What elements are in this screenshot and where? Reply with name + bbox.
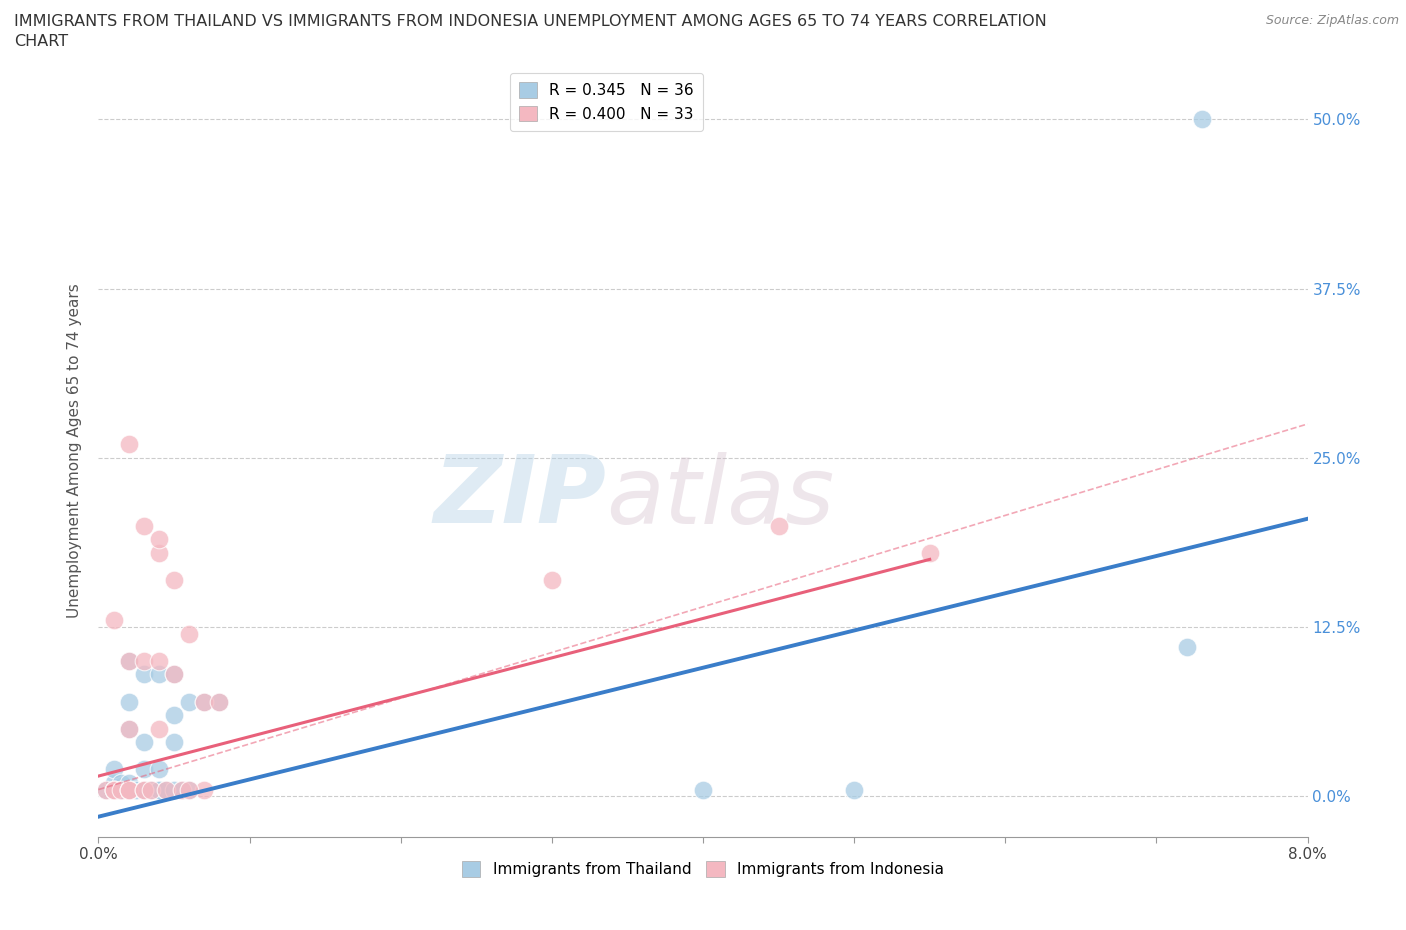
Point: [163, 667, 186, 682]
Point: [163, 708, 186, 723]
Text: CHART: CHART: [14, 34, 67, 49]
Point: [163, 572, 186, 587]
Point: [125, 782, 148, 797]
Point: [148, 782, 170, 797]
Point: [103, 782, 125, 797]
Point: [193, 694, 215, 709]
Text: atlas: atlas: [606, 452, 835, 543]
Point: [844, 782, 866, 797]
Point: [163, 735, 186, 750]
Point: [155, 782, 177, 797]
Point: [132, 782, 155, 797]
Point: [148, 782, 170, 797]
Point: [118, 782, 141, 797]
Text: IMMIGRANTS FROM THAILAND VS IMMIGRANTS FROM INDONESIA UNEMPLOYMENT AMONG AGES 65: IMMIGRANTS FROM THAILAND VS IMMIGRANTS F…: [14, 14, 1047, 29]
Point: [208, 694, 231, 709]
Point: [918, 545, 941, 560]
Point: [132, 762, 155, 777]
Point: [103, 613, 125, 628]
Point: [118, 654, 141, 669]
Point: [132, 518, 155, 533]
Point: [118, 782, 141, 797]
Point: [208, 694, 231, 709]
Point: [110, 782, 132, 797]
Point: [132, 654, 155, 669]
Point: [132, 782, 155, 797]
Point: [110, 776, 132, 790]
Point: [148, 532, 170, 547]
Point: [94, 782, 117, 797]
Point: [148, 722, 170, 737]
Point: [118, 654, 141, 669]
Point: [768, 518, 790, 533]
Point: [118, 722, 141, 737]
Point: [179, 627, 201, 642]
Point: [132, 782, 155, 797]
Y-axis label: Unemployment Among Ages 65 to 74 years: Unemployment Among Ages 65 to 74 years: [67, 284, 83, 618]
Point: [118, 782, 141, 797]
Point: [118, 782, 141, 797]
Point: [103, 782, 125, 797]
Point: [103, 776, 125, 790]
Point: [103, 782, 125, 797]
Point: [170, 782, 193, 797]
Point: [1175, 640, 1198, 655]
Point: [118, 776, 141, 790]
Point: [170, 782, 193, 797]
Point: [118, 694, 141, 709]
Point: [179, 782, 201, 797]
Point: [132, 782, 155, 797]
Point: [1191, 112, 1213, 126]
Point: [148, 545, 170, 560]
Point: [692, 782, 714, 797]
Point: [103, 782, 125, 797]
Point: [163, 667, 186, 682]
Point: [110, 782, 132, 797]
Point: [94, 782, 117, 797]
Point: [193, 782, 215, 797]
Point: [132, 667, 155, 682]
Point: [179, 782, 201, 797]
Point: [141, 782, 163, 797]
Point: [155, 782, 177, 797]
Point: [540, 572, 562, 587]
Point: [163, 782, 186, 797]
Text: ZIP: ZIP: [433, 451, 606, 543]
Text: Source: ZipAtlas.com: Source: ZipAtlas.com: [1265, 14, 1399, 27]
Point: [193, 694, 215, 709]
Point: [141, 782, 163, 797]
Point: [118, 437, 141, 452]
Point: [103, 762, 125, 777]
Point: [148, 667, 170, 682]
Point: [179, 694, 201, 709]
Point: [148, 654, 170, 669]
Point: [118, 722, 141, 737]
Point: [132, 735, 155, 750]
Legend: Immigrants from Thailand, Immigrants from Indonesia: Immigrants from Thailand, Immigrants fro…: [456, 856, 950, 884]
Point: [148, 762, 170, 777]
